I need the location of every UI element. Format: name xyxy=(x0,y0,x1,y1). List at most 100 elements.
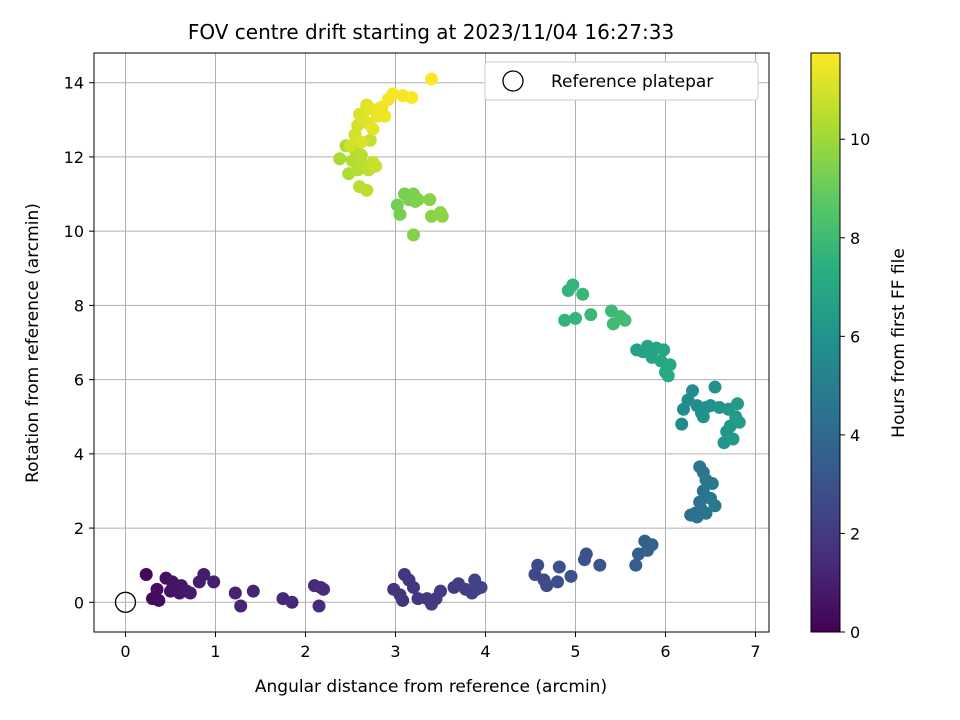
data-point xyxy=(474,580,488,594)
colorbar-tick-label: 8 xyxy=(850,229,860,248)
data-point xyxy=(732,415,746,429)
data-point xyxy=(393,207,407,221)
data-point xyxy=(139,567,153,581)
data-point xyxy=(551,575,564,589)
data-point xyxy=(197,567,211,581)
data-point xyxy=(629,558,643,572)
chart-title: FOV centre drift starting at 2023/11/04 … xyxy=(188,20,674,44)
x-tick-label: 4 xyxy=(480,642,490,661)
data-point xyxy=(558,313,572,327)
data-point xyxy=(378,109,392,123)
y-tick-label: 10 xyxy=(64,222,84,241)
data-point xyxy=(317,582,330,596)
x-tick-label: 0 xyxy=(120,642,130,661)
data-point xyxy=(411,193,425,207)
reference-platepar-marker xyxy=(114,591,137,613)
plot-area xyxy=(94,53,769,632)
data-point xyxy=(333,152,347,166)
y-tick-label: 14 xyxy=(64,74,84,93)
data-point xyxy=(686,384,699,398)
data-point xyxy=(708,380,722,394)
data-point xyxy=(552,560,566,574)
data-point xyxy=(234,599,248,613)
data-point xyxy=(566,278,580,292)
data-point xyxy=(661,369,675,383)
data-point xyxy=(425,72,438,86)
x-axis-label: Angular distance from reference (arcmin) xyxy=(255,677,607,697)
y-tick-label: 12 xyxy=(64,148,84,167)
data-point xyxy=(369,159,383,173)
x-tick-label: 1 xyxy=(210,642,220,661)
y-tick-label: 0 xyxy=(74,593,84,612)
data-point xyxy=(360,183,374,197)
colorbar-tick-label: 10 xyxy=(850,130,870,149)
y-tick-label: 4 xyxy=(74,445,84,464)
data-points xyxy=(139,72,746,613)
data-point xyxy=(312,599,326,613)
x-tick-label: 7 xyxy=(750,642,760,661)
y-axis-ticks: 0 2 4 6 8 10 12 14 xyxy=(64,74,94,612)
colorbar-ticks: 0 2 4 6 8 10 xyxy=(840,130,870,642)
data-point xyxy=(618,313,632,327)
colorbar-tick-label: 0 xyxy=(850,623,860,642)
data-point xyxy=(407,580,420,594)
x-axis-ticks: 0 1 2 3 4 5 6 7 xyxy=(120,632,761,661)
data-point xyxy=(246,584,260,598)
legend-box xyxy=(484,61,759,101)
data-point xyxy=(579,547,593,561)
data-point xyxy=(693,460,707,474)
data-point xyxy=(366,122,380,136)
colorbar xyxy=(810,52,841,633)
data-point xyxy=(344,139,357,153)
data-point xyxy=(183,586,197,600)
data-point xyxy=(569,311,582,325)
colorbar-label: Hours from first FF file xyxy=(889,248,909,438)
data-point xyxy=(657,343,671,357)
x-tick-label: 2 xyxy=(300,642,310,661)
data-point xyxy=(593,558,607,572)
data-point xyxy=(584,308,598,322)
colorbar-tick-label: 2 xyxy=(850,524,860,543)
legend-label: Reference platepar xyxy=(551,72,713,92)
data-point xyxy=(285,595,299,609)
data-point xyxy=(645,538,659,552)
data-point xyxy=(540,579,554,593)
x-tick-label: 5 xyxy=(570,642,580,661)
data-point xyxy=(396,593,410,607)
plot-frame xyxy=(93,52,770,633)
data-point xyxy=(386,87,400,101)
data-point xyxy=(411,592,425,606)
data-point xyxy=(663,358,677,372)
y-tick-label: 6 xyxy=(74,371,84,390)
y-tick-label: 8 xyxy=(74,296,84,315)
data-point xyxy=(705,477,719,491)
legend: Reference platepar xyxy=(484,61,759,101)
data-point xyxy=(576,287,590,301)
data-point xyxy=(228,586,242,600)
y-axis-label: Rotation from reference (arcmin) xyxy=(23,203,43,483)
y-tick-label: 2 xyxy=(74,519,84,538)
data-point xyxy=(531,558,545,572)
data-point xyxy=(675,417,689,431)
colorbar-tick-label: 4 xyxy=(850,426,860,445)
data-point xyxy=(434,584,447,598)
x-tick-label: 3 xyxy=(390,642,400,661)
data-point xyxy=(699,506,713,520)
data-point xyxy=(564,569,578,583)
colorbar-tick-label: 6 xyxy=(850,327,860,346)
reference-marker-layer xyxy=(114,591,137,613)
data-point xyxy=(207,575,221,589)
x-tick-label: 6 xyxy=(660,642,670,661)
legend-marker xyxy=(502,70,524,92)
data-point xyxy=(731,397,744,411)
data-point xyxy=(726,432,740,446)
data-point xyxy=(435,209,449,223)
data-point xyxy=(405,91,419,105)
grid xyxy=(94,53,769,632)
data-point xyxy=(407,228,420,242)
data-point xyxy=(423,193,437,207)
data-point xyxy=(150,582,164,596)
data-point xyxy=(152,593,166,607)
data-point xyxy=(708,499,722,513)
